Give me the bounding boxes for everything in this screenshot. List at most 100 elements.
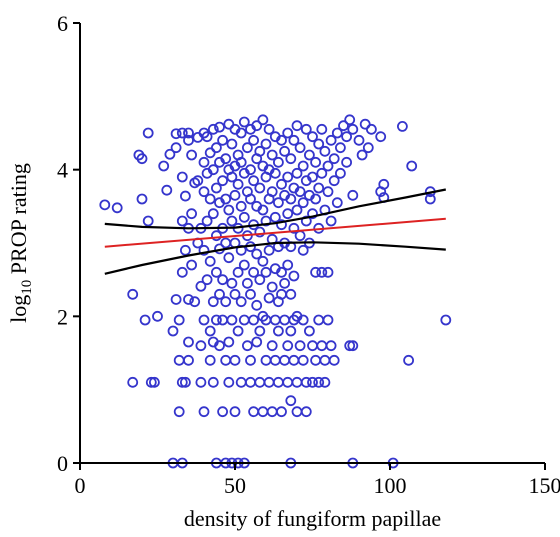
data-point: [260, 354, 272, 366]
data-point: [248, 406, 260, 418]
data-point: [198, 314, 210, 326]
data-point: [245, 376, 256, 388]
data-point: [251, 336, 263, 348]
data-point: [226, 138, 238, 150]
data-point: [328, 153, 340, 165]
data-point: [272, 156, 284, 168]
y-axis-title-subscript: 10: [19, 280, 35, 295]
data-point: [186, 208, 198, 220]
data-point: [210, 142, 222, 154]
data-point: [266, 149, 278, 161]
data-point: [251, 248, 263, 260]
data-point: [179, 190, 191, 202]
data-point: [198, 186, 210, 198]
data-point: [195, 376, 207, 388]
data-point: [241, 340, 253, 352]
data-point: [285, 153, 297, 165]
data-point: [183, 127, 194, 139]
data-point: [183, 134, 194, 146]
data-point: [254, 182, 266, 194]
data-point: [232, 325, 244, 337]
data-point: [226, 277, 238, 289]
ci-upper-line: [104, 188, 447, 230]
data-point: [263, 244, 275, 256]
data-point: [291, 120, 303, 132]
data-point: [291, 376, 303, 388]
data-point: [272, 376, 284, 388]
data-point: [291, 167, 303, 179]
data-point: [238, 314, 250, 326]
data-point: [285, 193, 297, 205]
data-point: [334, 167, 346, 179]
data-point: [176, 266, 188, 278]
data-point: [325, 340, 337, 352]
data-point: [269, 314, 281, 326]
data-point: [272, 325, 284, 337]
data-point: [316, 167, 328, 179]
data-point: [245, 354, 256, 366]
data-point: [210, 314, 222, 326]
data-point: [319, 354, 331, 366]
data-point: [288, 222, 300, 234]
ticks: 0 50 100 150 0 2 4 6: [57, 11, 560, 498]
data-point: [148, 376, 160, 388]
data-point: [207, 376, 219, 388]
data-point: [307, 340, 318, 352]
data-point: [344, 114, 356, 126]
data-point: [214, 121, 225, 133]
data-point: [254, 325, 266, 337]
data-point: [235, 296, 247, 308]
data-point: [282, 171, 294, 183]
data-point: [328, 175, 340, 187]
data-point: [303, 149, 315, 161]
data-point: [214, 288, 225, 300]
data-point: [152, 310, 163, 322]
data-point: [297, 314, 309, 326]
data-point: [241, 277, 253, 289]
data-point: [307, 171, 318, 183]
data-point: [282, 340, 294, 352]
data-point: [257, 204, 269, 216]
data-point: [201, 131, 213, 143]
data-point: [198, 156, 210, 168]
data-point: [235, 200, 247, 212]
data-point: [297, 197, 309, 209]
data-point: [229, 406, 241, 418]
data-point: [294, 142, 306, 154]
y-tick-label: 0: [57, 451, 68, 476]
data-point: [173, 406, 185, 418]
data-point: [238, 116, 250, 128]
data-point: [272, 197, 284, 209]
data-point: [313, 314, 325, 326]
data-point: [223, 376, 235, 388]
data-point: [217, 274, 229, 286]
data-point: [176, 171, 188, 183]
data-point: [356, 149, 368, 161]
data-point: [204, 147, 216, 159]
data-point: [269, 211, 281, 223]
data-point: [307, 131, 318, 143]
data-point: [313, 182, 325, 194]
data-point: [217, 314, 229, 326]
data-point: [291, 204, 303, 216]
data-point: [223, 252, 235, 264]
data-point: [164, 148, 176, 160]
data-point: [204, 255, 216, 267]
data-point: [282, 127, 294, 139]
data-point: [282, 259, 294, 271]
data-point: [300, 406, 312, 418]
data-point: [176, 215, 188, 227]
data-point: [183, 336, 194, 348]
data-point: [207, 123, 219, 135]
data-point: [269, 354, 281, 366]
data-point: [198, 244, 210, 256]
data-point: [214, 340, 225, 352]
data-point: [266, 406, 278, 418]
data-point: [316, 340, 328, 352]
data-point: [322, 266, 334, 278]
data-point: [276, 219, 287, 231]
data-point: [279, 354, 291, 366]
data-point: [142, 127, 154, 139]
data-point: [210, 266, 222, 278]
axes: [79, 23, 545, 464]
